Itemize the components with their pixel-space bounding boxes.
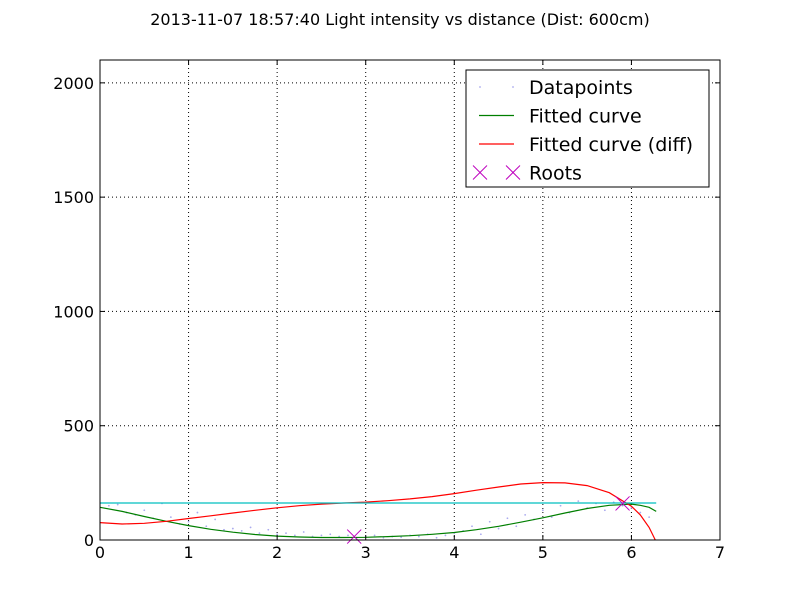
datapoint (603, 509, 606, 512)
datapoint (417, 535, 420, 538)
datapoint (329, 533, 332, 536)
x-tick-label: 5 (538, 543, 548, 562)
datapoint (258, 532, 261, 535)
x-tick-label: 0 (95, 543, 105, 562)
datapoint (214, 518, 217, 521)
datapoint (444, 534, 447, 537)
datapoint (524, 513, 527, 516)
fitted-curve-diff-line (99, 481, 656, 541)
datapoint (515, 525, 518, 528)
datapoint (223, 528, 225, 531)
plot-frame (99, 59, 721, 541)
datapoint (196, 511, 199, 514)
root-marker (615, 496, 630, 511)
datapoint (400, 536, 403, 539)
datapoint (285, 532, 287, 535)
root-marker (346, 529, 362, 544)
datapoint (497, 527, 500, 530)
datapoint (205, 525, 208, 528)
x-tick-label: 6 (626, 543, 636, 562)
datapoint (347, 534, 349, 537)
datapoint (143, 509, 146, 512)
x-tick-label: 2 (272, 543, 282, 562)
root-marker-stroke (346, 529, 362, 544)
y-tick-label: 1000 (53, 302, 94, 321)
chart-title: 2013-11-07 18:57:40 Light intensity vs d… (150, 10, 650, 29)
datapoint (107, 504, 110, 507)
datapoint (116, 503, 119, 506)
root-marker-stroke (615, 496, 630, 511)
legend-swatch-marker (472, 165, 488, 180)
y-tick-label: 2000 (53, 74, 94, 93)
x-tick-label: 3 (361, 543, 371, 562)
x-tick-label: 1 (183, 543, 193, 562)
legend: Datapoints Fitted curve Fitted curve (diff… (465, 69, 710, 188)
datapoint (506, 517, 509, 520)
datapoint (187, 520, 190, 523)
datapoint (249, 526, 252, 529)
datapoint (550, 516, 553, 519)
datapoint (373, 534, 376, 537)
legend-swatch-datapoints (512, 86, 514, 88)
legend-swatch-datapoints (479, 86, 481, 88)
datapoint (435, 536, 438, 539)
datapoint (488, 520, 491, 523)
datapoint (479, 533, 482, 536)
datapoint (320, 534, 323, 537)
y-tick-label: 500 (63, 417, 94, 436)
legend-label: Roots (529, 163, 582, 185)
x-tick-label: 4 (449, 543, 459, 562)
datapoint (231, 527, 234, 530)
y-tick-label: 1500 (53, 188, 94, 207)
datapoint (267, 528, 270, 531)
legend-label: Datapoints (529, 77, 633, 99)
datapoint (577, 500, 580, 503)
datapoint (621, 504, 624, 507)
datapoint (471, 525, 473, 528)
datapoint (293, 534, 296, 537)
datapoint (276, 533, 279, 536)
axis-ticks: 0 1 2 3 4 5 6 7 0 500 1000 1500 2000 (53, 60, 725, 562)
fitted-curve-line (99, 503, 657, 539)
datapoint (648, 516, 651, 519)
legend-label: Fitted curve (diff) (529, 134, 693, 156)
x-tick-label: 7 (715, 543, 725, 562)
legend-swatch-marker (505, 165, 521, 180)
legend-label: Fitted curve (529, 106, 642, 128)
datapoint (240, 529, 243, 532)
datapoint (302, 531, 305, 533)
datapoint (630, 507, 633, 509)
datapoint (541, 509, 544, 512)
datapoint (559, 504, 562, 507)
legend-box (465, 69, 710, 188)
data-layer (99, 481, 657, 544)
datapoint (639, 511, 642, 514)
datapoint (169, 516, 172, 519)
y-tick-label: 0 (84, 531, 94, 550)
